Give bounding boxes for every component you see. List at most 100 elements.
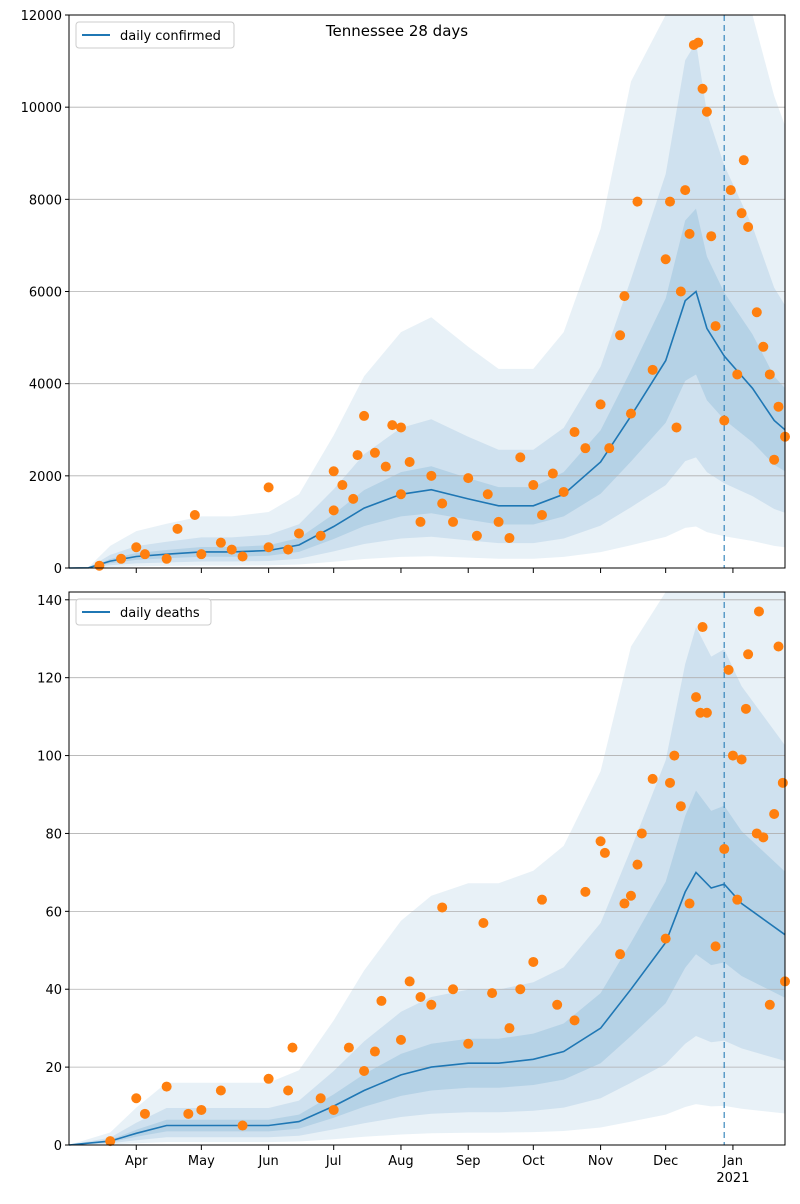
data-point	[536, 894, 547, 905]
data-point	[736, 754, 747, 765]
data-point	[547, 468, 558, 479]
data-point	[463, 1038, 474, 1049]
data-point	[647, 364, 658, 375]
data-point	[487, 988, 498, 999]
data-point	[701, 707, 712, 718]
data-point	[387, 420, 398, 431]
legend-label: daily deaths	[120, 606, 200, 621]
data-point	[343, 1042, 354, 1053]
data-point	[569, 427, 580, 438]
data-point	[215, 537, 226, 548]
data-point	[283, 544, 294, 555]
data-point	[619, 291, 630, 302]
data-point	[189, 510, 200, 521]
data-point	[619, 898, 630, 909]
legend-box	[75, 598, 212, 626]
data-point	[448, 984, 459, 995]
uncertainty-band	[69, 627, 785, 1145]
data-point	[751, 307, 762, 318]
y-tick-label: 80	[45, 827, 62, 842]
data-point	[615, 949, 626, 960]
x-tick-label: Jun	[257, 1154, 278, 1169]
data-point	[599, 847, 610, 858]
y-tick-label: 60	[45, 905, 62, 920]
data-point	[732, 369, 743, 380]
x-tick-label: Jan	[722, 1154, 743, 1169]
data-point	[615, 330, 626, 341]
data-point	[437, 498, 448, 509]
data-point	[769, 454, 780, 465]
data-point	[196, 1104, 207, 1115]
data-point	[764, 369, 775, 380]
data-point	[697, 622, 708, 633]
data-point	[665, 196, 676, 207]
data-point	[328, 1104, 339, 1115]
data-point	[660, 933, 671, 944]
x-tick-label: Oct	[522, 1154, 544, 1169]
data-point	[528, 480, 539, 491]
data-point	[263, 482, 274, 493]
data-point	[719, 415, 730, 426]
data-point	[131, 1093, 142, 1104]
legend-box	[75, 21, 235, 49]
data-point	[723, 664, 734, 675]
data-point	[569, 1015, 580, 1026]
y-tick-label: 4000	[29, 378, 62, 393]
data-point	[196, 549, 207, 560]
x-tick-label: May	[188, 1154, 215, 1169]
data-point	[625, 408, 636, 419]
data-point	[675, 286, 686, 297]
data-point	[426, 999, 437, 1010]
data-point	[94, 560, 105, 571]
y-tick-label: 6000	[29, 286, 62, 301]
data-point	[369, 1046, 380, 1057]
data-point	[680, 185, 691, 196]
data-point	[732, 894, 743, 905]
data-point	[404, 457, 415, 468]
uncertainty-band	[69, 790, 785, 1145]
data-point	[580, 443, 591, 454]
data-point	[697, 83, 708, 94]
data-point	[395, 1034, 406, 1045]
data-point	[691, 692, 702, 703]
data-point	[632, 859, 643, 870]
y-tick-label: 10000	[21, 101, 62, 116]
data-point	[604, 443, 615, 454]
data-point	[515, 984, 526, 995]
x-tick-label: Apr	[125, 1154, 148, 1169]
data-point	[669, 750, 680, 761]
data-point	[706, 231, 717, 242]
y-tick-label: 0	[54, 1139, 62, 1154]
y-tick-label: 120	[37, 672, 62, 687]
y-tick-label: 140	[37, 594, 62, 609]
data-point	[139, 549, 150, 560]
data-point	[415, 516, 426, 527]
data-point	[376, 995, 387, 1006]
data-point	[743, 221, 754, 232]
y-tick-label: 40	[45, 983, 62, 998]
data-point	[116, 553, 127, 564]
data-point	[727, 750, 738, 761]
data-point	[328, 505, 339, 516]
data-point	[552, 999, 563, 1010]
data-point	[359, 1066, 370, 1077]
data-point	[139, 1108, 150, 1119]
y-tick-label: 20	[45, 1061, 62, 1076]
data-point	[226, 544, 237, 555]
data-point	[395, 422, 406, 433]
data-point	[437, 902, 448, 913]
data-point	[701, 106, 712, 117]
data-point	[753, 606, 764, 617]
data-point	[215, 1085, 226, 1096]
data-point	[647, 773, 658, 784]
data-point	[352, 450, 363, 461]
y-tick-label: 12000	[21, 9, 62, 24]
data-point	[777, 777, 788, 788]
axes-frame	[68, 591, 786, 1146]
data-point	[415, 992, 426, 1003]
data-point	[359, 410, 370, 421]
data-point	[448, 516, 459, 527]
data-point	[315, 530, 326, 541]
data-point	[710, 941, 721, 952]
legend-label: daily confirmed	[120, 29, 221, 44]
